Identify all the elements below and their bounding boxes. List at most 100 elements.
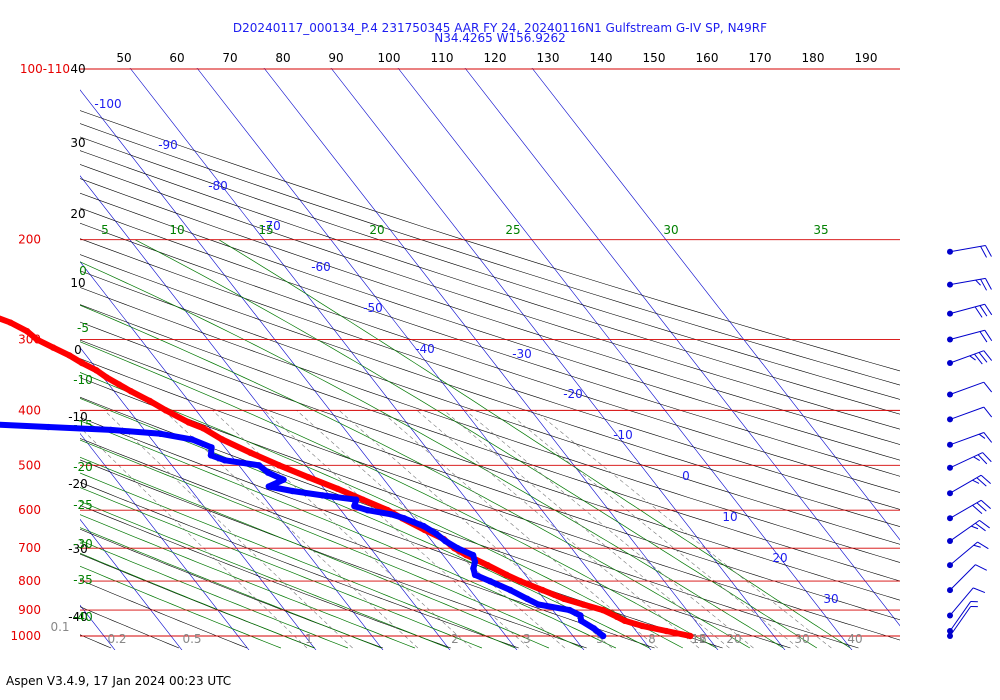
dry-adiabat	[80, 481, 519, 649]
temperature-profile-point	[516, 577, 524, 585]
mixing-ratio-line	[104, 410, 353, 649]
isotherm-label: -70	[261, 219, 281, 233]
dewpoint-profile-point	[351, 502, 358, 510]
top-axis-tick: 110	[431, 51, 454, 65]
altitude-tick: 10	[70, 276, 85, 290]
moist-adiabat	[80, 420, 617, 649]
wind-barb	[947, 303, 993, 318]
top-axis-tick: 190	[855, 51, 878, 65]
altitude-tick: 30	[70, 136, 85, 150]
pressure-label: 700	[18, 541, 41, 555]
moist-adiabat-label: -20	[73, 460, 93, 474]
mixing-ratio-line	[379, 410, 658, 649]
temperature-profile-point	[185, 419, 192, 426]
temperature-profile-point	[560, 595, 568, 603]
moist-adiabat-label: -40	[73, 610, 93, 624]
temperature-profile-point	[687, 632, 694, 640]
dewpoint-profile-point	[387, 511, 395, 518]
moist-adiabat	[80, 456, 550, 649]
top-axis-tick: 180	[802, 51, 825, 65]
isotherm-label: 30	[823, 592, 838, 606]
isotherm-line	[397, 68, 853, 650]
temperature-profile-point	[613, 613, 621, 621]
dry-adiabat	[80, 287, 900, 563]
isotherm-label: -100	[94, 97, 121, 111]
dewpoint-profile-point	[420, 522, 427, 530]
mixing-ratio-label: 12	[691, 632, 706, 646]
moist-adiabat	[80, 439, 583, 649]
pressure-label: 400	[18, 403, 41, 417]
temperature-profile-point	[199, 424, 207, 432]
moist-adiabat	[80, 304, 751, 649]
wind-barb	[947, 452, 992, 471]
dry-adiabat	[80, 606, 180, 649]
temperature-profile-point	[23, 327, 31, 335]
pressure-label: 200	[18, 233, 41, 247]
mixing-ratio-line	[264, 410, 530, 649]
temperature-profile-point	[639, 622, 646, 630]
dry-adiabat	[80, 110, 900, 372]
dewpoint-profile-point	[319, 492, 326, 499]
temperature-profile-point	[127, 387, 134, 395]
dewpoint-profile-point	[280, 476, 287, 483]
moist-adiabat-label: -25	[73, 498, 93, 512]
altitude-tick: -10	[68, 410, 88, 424]
mixing-ratio-line	[534, 410, 832, 649]
dewpoint-profile-point	[400, 515, 408, 522]
pressure-label: 600	[18, 503, 41, 517]
mixing-ratio-label: 0.2	[107, 632, 126, 646]
background-lines	[80, 68, 900, 650]
isotherm-line	[80, 432, 250, 650]
wind-barb	[947, 350, 993, 366]
dewpoint-profile-point	[221, 457, 229, 464]
dry-adiabat	[80, 238, 900, 510]
moist-adiabat-label: -35	[73, 573, 93, 587]
moist-adiabat-label: -10	[73, 373, 93, 387]
wind-barb	[947, 606, 978, 639]
footer-version: Aspen V3.4.9, 17 Jan 2024 00:23 UTC	[6, 674, 232, 688]
moist-adiabat	[80, 540, 349, 649]
dry-adiabat	[80, 164, 900, 430]
wind-barb	[947, 519, 990, 545]
moist-adiabat	[80, 472, 516, 649]
temperature-profile-point	[93, 367, 100, 374]
dry-adiabat	[80, 358, 900, 641]
moist-adiabat	[80, 487, 483, 649]
dewpoint-profile-point	[265, 483, 273, 490]
temperature-profile	[0, 315, 694, 639]
altitude-tick: -40	[68, 610, 88, 624]
top-axis-tick: 160	[696, 51, 719, 65]
top-axis-tick: 140	[590, 51, 613, 65]
dewpoint-profile-point	[471, 558, 479, 566]
dewpoint-profile-point	[599, 632, 607, 640]
mixing-ratio-line	[505, 410, 799, 649]
top-axis-tick: 60	[169, 51, 184, 65]
wind-barb	[947, 474, 991, 497]
moist-adiabat-label: -30	[73, 537, 93, 551]
dry-adiabat	[80, 438, 655, 649]
mixing-ratio-line	[212, 410, 472, 649]
isotherm-label: 0	[682, 469, 690, 483]
dewpoint-profile-point	[264, 469, 272, 476]
isotherm-line	[80, 347, 317, 650]
dewpoint-profile-point	[524, 595, 531, 603]
dry-adiabat	[80, 459, 587, 649]
isotherm-line	[196, 68, 652, 650]
dewpoint-profile-point	[486, 577, 494, 585]
temperature-profile-point	[621, 617, 628, 624]
dewpoint-profile-point	[352, 496, 360, 503]
isotherm-line	[80, 604, 116, 650]
isotherm-label: -40	[415, 342, 435, 356]
temperature-profile-point	[115, 381, 123, 388]
wind-barb	[947, 541, 989, 569]
isotherm-label: 10	[722, 510, 737, 524]
moist-adiabat	[80, 514, 416, 649]
dewpoint-profile-point	[470, 565, 477, 572]
temperature-profile-point	[66, 352, 73, 359]
dry-adiabat	[80, 222, 900, 493]
isotherm-label: -80	[208, 179, 228, 193]
temperature-profile-point	[247, 449, 254, 456]
dry-adiabat	[80, 192, 900, 461]
